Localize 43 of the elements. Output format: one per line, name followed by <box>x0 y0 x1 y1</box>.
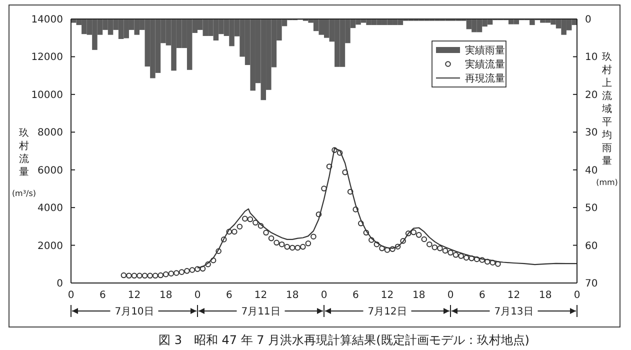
y-tick-label: 8000 <box>38 128 63 139</box>
x-tick-label: 0 <box>574 290 580 301</box>
y2-tick-label: 40 <box>585 165 598 176</box>
x-tick-label: 6 <box>99 290 106 301</box>
text: 7月11日 <box>241 306 280 318</box>
x-tick-label: 12 <box>507 290 520 301</box>
x-tick-label: 12 <box>254 290 268 301</box>
x-tick-label: 18 <box>412 290 426 301</box>
y-axis-title: 玖村流量(m³/s) <box>12 127 36 198</box>
x-tick-label: 18 <box>160 290 172 301</box>
x-tick-label: 0 <box>447 290 454 301</box>
y-tick-label: 4000 <box>38 203 63 214</box>
y2-tick-label: 10 <box>585 52 598 64</box>
x-tick-label: 6 <box>478 290 486 301</box>
y-tick-label: 10000 <box>31 90 63 101</box>
x-tick-label: 0 <box>320 290 328 301</box>
y2-tick-label: 30 <box>585 128 598 139</box>
text: 7月13日 <box>494 306 534 318</box>
y-tick-label: 2000 <box>38 240 63 252</box>
text: 7月12日 <box>368 306 407 318</box>
legend-label: 実績雨量 <box>465 44 505 56</box>
x-tick-label: 6 <box>352 290 359 301</box>
text: 図 3 昭和 47 年 7 月洪水再現計算結果(既定計画モデル：玖村地点) <box>158 333 530 347</box>
y-tick-label: 12000 <box>31 52 63 64</box>
y2-tick-label: 20 <box>585 90 598 101</box>
text: 玖村上流域平均雨量(mm) <box>596 52 618 187</box>
y2-tick-label: 50 <box>585 203 598 214</box>
legend-label: 実績流量 <box>465 58 505 70</box>
x-tick-label: 12 <box>380 290 394 301</box>
legend-label: 再現流量 <box>465 72 505 84</box>
x-tick-label: 0 <box>194 290 201 301</box>
y2-tick-label: 0 <box>585 14 592 26</box>
x-tick-label: 12 <box>128 290 141 301</box>
y-tick-label: 6000 <box>38 165 63 176</box>
x-tick-label: 6 <box>226 290 232 301</box>
text: 7月10日 <box>114 306 154 318</box>
y2-tick-label: 70 <box>585 278 598 290</box>
y2-tick-label: 60 <box>585 240 598 252</box>
y-tick-label: 0 <box>56 278 63 290</box>
x-tick-label: 18 <box>286 290 299 301</box>
y-tick-label: 14000 <box>31 14 63 26</box>
x-tick-label: 0 <box>68 290 74 301</box>
x-tick-label: 18 <box>539 290 552 301</box>
